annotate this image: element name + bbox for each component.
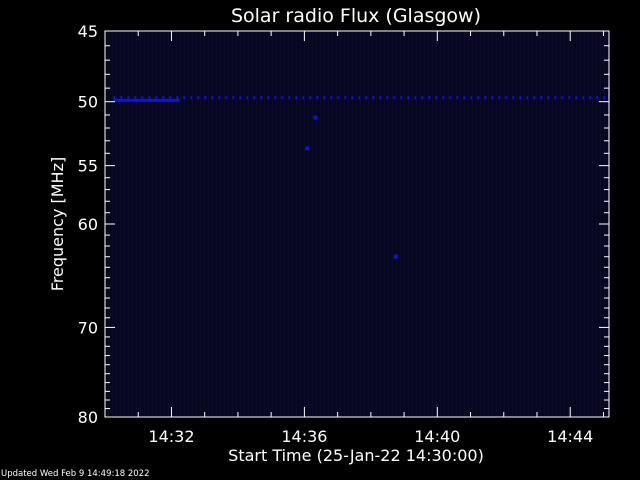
y-tick-label-80: 80 <box>78 408 98 427</box>
y-tick-label-55: 55 <box>78 157 98 176</box>
x-tick-label-1444: 14:44 <box>547 427 593 446</box>
emission-point-1 <box>305 146 310 151</box>
plot-area <box>105 31 609 417</box>
y-tick-label-60: 60 <box>78 215 98 234</box>
y-tick-label-70: 70 <box>78 318 98 337</box>
y-axis-label: Frequency [MHz] <box>48 157 67 291</box>
x-axis-label: Start Time (25-Jan-22 14:30:00) <box>228 446 484 465</box>
emission-point-2 <box>393 254 398 259</box>
data-layer <box>113 96 609 259</box>
x-tick-label-1440: 14:40 <box>414 427 460 446</box>
x-tick-label-1432: 14:32 <box>148 427 194 446</box>
chart-title: Solar radio Flux (Glasgow) <box>231 5 481 27</box>
y-tick-label-50: 50 <box>78 93 98 112</box>
emission-point-0 <box>313 115 318 120</box>
axis-layer: 45 50 55 60 70 80 14:32 14:36 14:40 14:44 <box>78 22 609 446</box>
x-tick-label-1436: 14:36 <box>281 427 327 446</box>
update-timestamp: Updated Wed Feb 9 14:49:18 2022 <box>1 469 150 479</box>
y-tick-label-45: 45 <box>78 22 98 41</box>
